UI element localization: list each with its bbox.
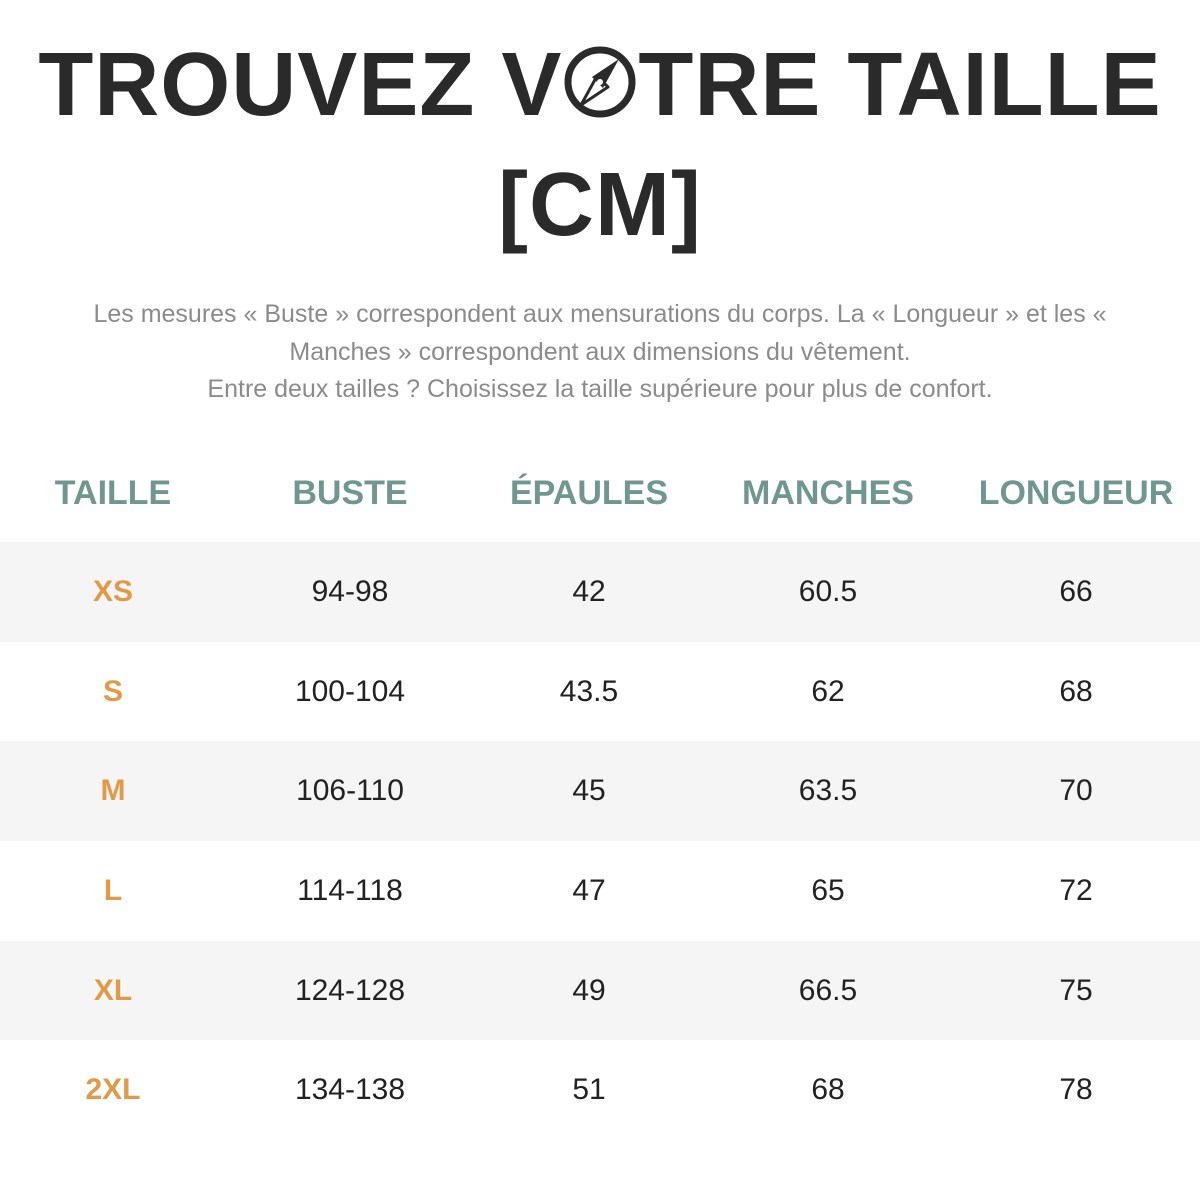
longueur-value: 78 [952,1040,1200,1141]
table-row: XL 124-128 49 66.5 75 [0,940,1200,1041]
size-label: L [0,841,226,941]
epaules-value: 45 [474,741,704,842]
measurement-note: Les mesures « Buste » correspondent aux … [40,296,1160,409]
manches-value: 68 [704,1040,952,1141]
manches-value: 62 [704,641,952,742]
manches-value: 63.5 [704,741,952,842]
buste-value: 100-104 [226,641,474,742]
longueur-value: 75 [952,940,1200,1041]
epaules-value: 42 [474,542,704,642]
size-label: S [0,641,226,742]
longueur-value: 70 [952,741,1200,842]
title-text-end: TRE TAILLE [638,35,1162,135]
header-longueur: LONGUEUR [978,473,1174,512]
size-label: M [0,741,226,842]
buste-value: 114-118 [226,841,474,941]
manches-value: 60.5 [704,542,952,642]
epaules-value: 43.5 [474,641,704,742]
size-label: 2XL [0,1040,226,1141]
table-row: XS 94-98 42 60.5 66 [0,542,1200,642]
manches-value: 66.5 [704,940,952,1041]
longueur-value: 72 [952,841,1200,941]
buste-value: 134-138 [226,1040,474,1141]
note-line: Les mesures « Buste » correspondent aux … [93,300,1107,328]
table-row: L 114-118 47 65 72 [0,841,1200,941]
buste-value: 106-110 [226,741,474,842]
buste-value: 124-128 [226,940,474,1041]
longueur-value: 68 [952,641,1200,742]
page-title: TROUVEZ V TRE TAILLE [0,40,1200,130]
header-taille: TAILLE [54,473,172,512]
manches-value: 65 [704,841,952,941]
table-row: M 106-110 45 63.5 70 [0,741,1200,842]
size-label: XL [0,940,226,1041]
epaules-value: 49 [474,940,704,1041]
longueur-value: 66 [952,542,1200,642]
buste-value: 94-98 [226,542,474,642]
size-label: XS [0,542,226,642]
header-epaules: ÉPAULES [509,473,669,512]
table-header-row: TAILLE BUSTE ÉPAULES MANCHES LONGUEUR [0,444,1200,542]
header-manches: MANCHES [742,473,914,512]
epaules-value: 51 [474,1040,704,1141]
table-row: 2XL 134-138 51 68 78 [0,1040,1200,1141]
note-line: Manches » correspondent aux dimensions d… [289,337,911,366]
note-line: Entre deux tailles ? Choisissez la taill… [207,375,993,403]
title-text-start: TROUVEZ V [38,35,563,135]
compass-icon [564,46,636,118]
epaules-value: 47 [474,841,704,941]
size-chart-table: TAILLE BUSTE ÉPAULES MANCHES LONGUEUR XS… [0,444,1200,1141]
header-buste: BUSTE [292,473,408,512]
table-row: S 100-104 43.5 62 68 [0,641,1200,742]
page-title-unit: [CM] [498,155,702,255]
